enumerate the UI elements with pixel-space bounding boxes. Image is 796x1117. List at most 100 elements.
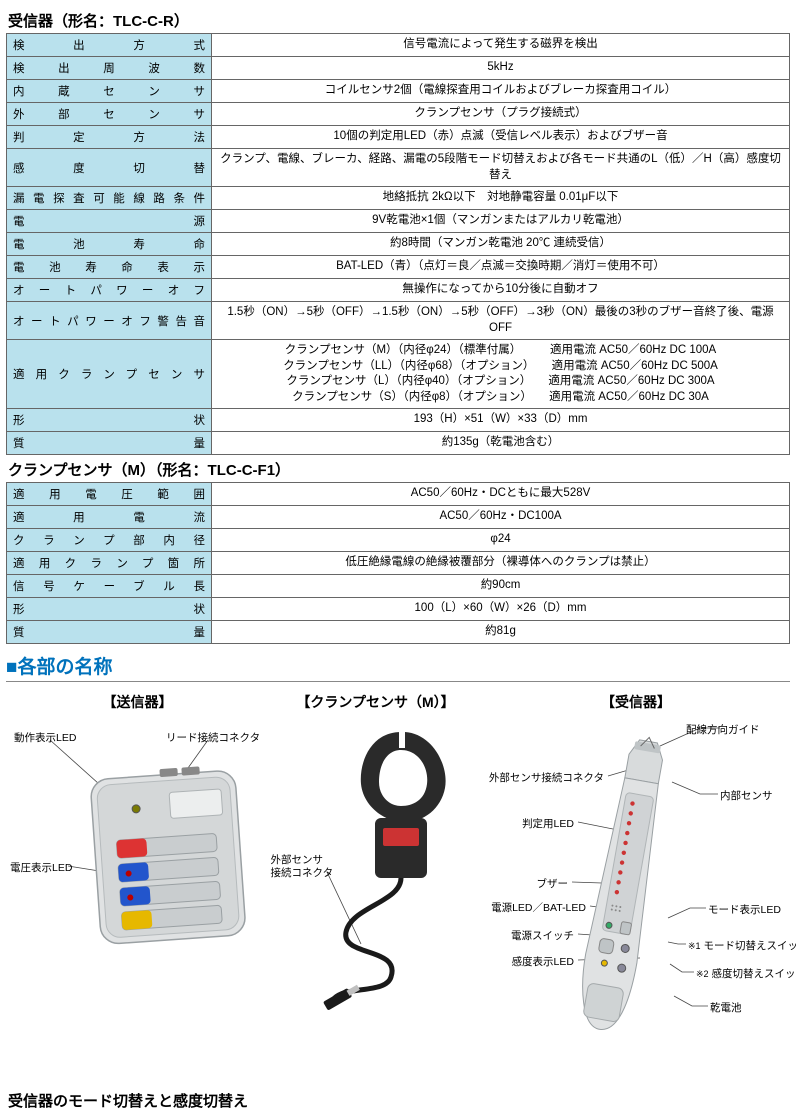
parts-heading: ■各部の名称 [6, 652, 790, 679]
table-row: 感度切替クランプ、電線、ブレーカ、経路、漏電の5段階モード切替えおよび各モード共… [7, 149, 790, 187]
table-row: 内蔵センサコイルセンサ2個（電線探査用コイルおよびブレーカ探査用コイル） [7, 80, 790, 103]
spec-key: 適用クランプ箇所 [7, 552, 212, 575]
spec-value: コイルセンサ2個（電線探査用コイルおよびブレーカ探査用コイル） [212, 80, 790, 103]
label-volt-led: 電圧表示LED [10, 860, 72, 875]
table-row: 検出周波数5kHz [7, 57, 790, 80]
section-rule [6, 681, 790, 682]
spec-key: 電源 [7, 210, 212, 233]
spec-value: 無操作になってから10分後に自動オフ [212, 279, 790, 302]
receiver-title: 【受信器】 [601, 692, 671, 712]
spec-key: 内蔵センサ [7, 80, 212, 103]
spec-key: クランプ部内径 [7, 529, 212, 552]
transmitter-title: 【送信器】 [103, 692, 173, 712]
label-wiring-guide: 配線方向ガイド [686, 722, 760, 737]
spec-key: 感度切替 [7, 149, 212, 187]
spec-value: 5kHz [212, 57, 790, 80]
label-op-led: 動作表示LED [14, 730, 76, 745]
spec-value: 信号電流によって発生する磁界を検出 [212, 34, 790, 57]
spec-value: クランプセンサ（M）（内径φ24）（標準付属） 適用電流 AC50／60Hz D… [212, 340, 790, 409]
clamp-title: 【クランプセンサ（M）】 [296, 692, 454, 712]
spec-value: 約135g（乾電池含む） [212, 432, 790, 455]
table-row: 適用クランプセンサクランプセンサ（M）（内径φ24）（標準付属） 適用電流 AC… [7, 340, 790, 409]
spec-value: 100（L）×60（W）×26（D）mm [212, 598, 790, 621]
spec-key: 質量 [7, 432, 212, 455]
square-icon: ■ [6, 657, 17, 678]
transmitter-svg [10, 722, 265, 982]
spec-value: 約8時間（マンガン乾電池 20℃ 連続受信） [212, 233, 790, 256]
table-row: 電池寿命表示BAT-LED（青）（点灯＝良／点滅＝交換時期／消灯＝使用不可） [7, 256, 790, 279]
spec-value: 約90cm [212, 575, 790, 598]
spec-key: 電池寿命表示 [7, 256, 212, 279]
spec-value: クランプセンサ（プラグ接続式） [212, 103, 790, 126]
transmitter-diagram: 動作表示LED リード接続コネクタ 電圧表示LED [10, 722, 265, 982]
table-row: 質量約81g [7, 621, 790, 644]
spec-table-clamp: 適用電圧範囲AC50／60Hz・DCともに最大528V適用電流AC50／60Hz… [6, 482, 790, 644]
clamp-diagram: 外部センサ接続コネクタ [271, 722, 481, 1022]
label-ext-sensor-conn: 外部センサ接続コネクタ [489, 770, 604, 785]
spec-key: 電池寿命 [7, 233, 212, 256]
label-inner-sensor: 内部センサ [720, 788, 773, 803]
label-sens-led: 感度表示LED [512, 954, 574, 969]
spec-key: 外部センサ [7, 103, 212, 126]
spec-key: 適用クランプセンサ [7, 340, 212, 409]
table-row: オートパワーオフ無操作になってから10分後に自動オフ [7, 279, 790, 302]
spec-table-receiver: 検出方式信号電流によって発生する磁界を検出検出周波数5kHz内蔵センサコイルセン… [6, 33, 790, 455]
parts-col-transmitter: 【送信器】 動作表示LED リード接続コネクタ 電圧表示LED [10, 688, 265, 1062]
parts-col-clamp: 【クランプセンサ（M）】 外部センサ接続コネクタ [271, 688, 481, 1062]
spec-value: 1.5秒（ON）→5秒（OFF）→1.5秒（ON）→5秒（OFF）→3秒（ON）… [212, 302, 790, 340]
label-judge-led: 判定用LED [522, 816, 574, 831]
table-row: 適用クランプ箇所低圧絶縁電線の絶縁被覆部分（裸導体へのクランプは禁止） [7, 552, 790, 575]
table-row: 形状193（H）×51（W）×33（D）mm [7, 409, 790, 432]
spec-value: クランプ、電線、ブレーカ、経路、漏電の5段階モード切替えおよび各モード共通のL（… [212, 149, 790, 187]
table-row: 検出方式信号電流によって発生する磁界を検出 [7, 34, 790, 57]
parts-row: 【送信器】 動作表示LED リード接続コネクタ 電圧表示LED [6, 688, 790, 1062]
spec-key: 形状 [7, 409, 212, 432]
spec-value: 約81g [212, 621, 790, 644]
label-buzzer: ブザー [537, 876, 569, 891]
table-row: 判定方法10個の判定用LED（赤）点滅（受信レベル表示）およびブザー音 [7, 126, 790, 149]
spec-key: 質量 [7, 621, 212, 644]
label-mode-led: モード表示LED [708, 902, 781, 917]
table-row: 外部センサクランプセンサ（プラグ接続式） [7, 103, 790, 126]
spec-key: 適用電流 [7, 506, 212, 529]
receiver-diagram: 外部センサ接続コネクタ 判定用LED ブザー 電源LED／BAT-LED 電源ス… [486, 722, 786, 1062]
spec-key: 検出方式 [7, 34, 212, 57]
table-row: クランプ部内径φ24 [7, 529, 790, 552]
spec-value: φ24 [212, 529, 790, 552]
spec-value: AC50／60Hz・DCともに最大528V [212, 483, 790, 506]
spec-value: 低圧絶縁電線の絶縁被覆部分（裸導体へのクランプは禁止） [212, 552, 790, 575]
spec-key: 形状 [7, 598, 212, 621]
spec-value: 地絡抵抗 2kΩ以下 対地静電容量 0.01μF以下 [212, 187, 790, 210]
label-sens-sw: ※2 感度切替えスイッチ [696, 966, 796, 981]
label-mode-sw: ※1 モード切替えスイッチ [688, 938, 796, 953]
spec-key: オートパワーオフ [7, 279, 212, 302]
table-row: オートパワーオフ警告音1.5秒（ON）→5秒（OFF）→1.5秒（ON）→5秒（… [7, 302, 790, 340]
spec-value: BAT-LED（青）（点灯＝良／点滅＝交換時期／消灯＝使用不可） [212, 256, 790, 279]
table-row: 電源9V乾電池×1個（マンガンまたはアルカリ乾電池） [7, 210, 790, 233]
table-row: 質量約135g（乾電池含む） [7, 432, 790, 455]
label-lead-conn: リード接続コネクタ [166, 730, 260, 745]
table-row: 形状100（L）×60（W）×26（D）mm [7, 598, 790, 621]
table-row: 信号ケーブル長約90cm [7, 575, 790, 598]
parts-col-receiver: 【受信器】 外部センサ接続コネクタ 判定用LED ブザー 電源LED／BAT-L… [486, 688, 786, 1062]
spec-value: AC50／60Hz・DC100A [212, 506, 790, 529]
table-row: 電池寿命約8時間（マンガン乾電池 20℃ 連続受信） [7, 233, 790, 256]
spec-value: 193（H）×51（W）×33（D）mm [212, 409, 790, 432]
spec-key: 検出周波数 [7, 57, 212, 80]
spec-key: オートパワーオフ警告音 [7, 302, 212, 340]
spec-value: 10個の判定用LED（赤）点滅（受信レベル表示）およびブザー音 [212, 126, 790, 149]
label-battery: 乾電池 [710, 1000, 742, 1015]
footer-heading: 受信器のモード切替えと感度切替え [6, 1090, 790, 1111]
spec-key: 判定方法 [7, 126, 212, 149]
spec-value: 9V乾電池×1個（マンガンまたはアルカリ乾電池） [212, 210, 790, 233]
label-power-sw: 電源スイッチ [511, 928, 574, 943]
table-row: 適用電圧範囲AC50／60Hz・DCともに最大528V [7, 483, 790, 506]
table-row: 漏電探査可能線路条件地絡抵抗 2kΩ以下 対地静電容量 0.01μF以下 [7, 187, 790, 210]
table2-title: クランプセンサ（M）（形名：TLC-C-F1） [6, 455, 790, 482]
spec-key: 適用電圧範囲 [7, 483, 212, 506]
label-ext-conn: 外部センサ接続コネクタ [271, 854, 334, 879]
spec-key: 漏電探査可能線路条件 [7, 187, 212, 210]
label-power-bat-led: 電源LED／BAT-LED [491, 900, 586, 915]
spec-key: 信号ケーブル長 [7, 575, 212, 598]
table1-title: 受信器（形名：TLC-C-R） [6, 6, 790, 33]
